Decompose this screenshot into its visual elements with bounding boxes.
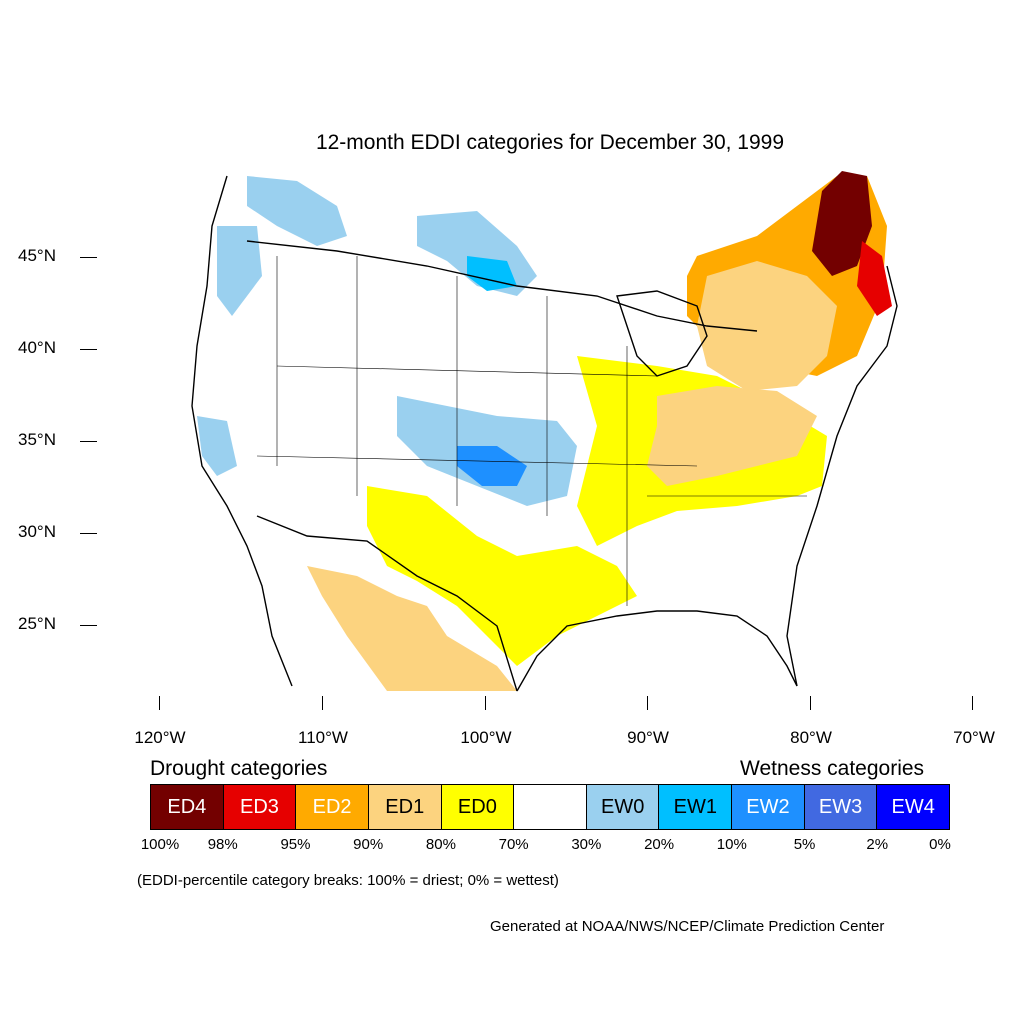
us-mexico-border bbox=[256, 515, 518, 692]
lat-tick bbox=[80, 441, 97, 442]
legend-swatch-ew2: EW2 bbox=[732, 785, 805, 829]
gulf-coastline bbox=[516, 610, 798, 692]
lon-tick bbox=[322, 696, 323, 710]
legend-swatch-ed4: ED4 bbox=[151, 785, 224, 829]
legend-break-label: 0% bbox=[929, 836, 951, 853]
legend-swatch-ew0: EW0 bbox=[586, 785, 660, 829]
legend-break-label: 5% bbox=[793, 836, 816, 853]
lat-tick bbox=[80, 533, 97, 534]
region-ew0-northwest bbox=[247, 176, 347, 246]
credit-line: Generated at NOAA/NWS/NCEP/Climate Predi… bbox=[490, 918, 885, 935]
us-canada-border bbox=[246, 240, 758, 332]
region-ew1-kansas bbox=[457, 446, 527, 486]
great-lakes-outline bbox=[616, 290, 708, 377]
legend-swatch-ed3: ED3 bbox=[223, 785, 297, 829]
region-ew0-california bbox=[197, 416, 237, 476]
map-panel bbox=[97, 166, 1004, 696]
wetness-heading: Wetness categories bbox=[740, 757, 925, 780]
legend-break-label: 20% bbox=[644, 836, 675, 853]
region-ed1-mexico bbox=[307, 566, 517, 691]
lon-label: 100°W bbox=[460, 728, 512, 747]
legend-break-label: 10% bbox=[716, 836, 747, 853]
region-ew0-washington bbox=[217, 226, 262, 316]
legend-break-label: 70% bbox=[498, 836, 529, 853]
legend-break-label: 100% bbox=[140, 836, 180, 853]
region-ew1-dakota bbox=[467, 256, 517, 291]
legend-swatch-ew1: EW1 bbox=[659, 785, 733, 829]
region-ed3-maine bbox=[857, 241, 892, 316]
region-ed4-quebec bbox=[812, 171, 872, 276]
map-title: 12-month EDDI categories for December 30… bbox=[315, 131, 785, 154]
legend-break-label: 98% bbox=[207, 836, 238, 853]
state-boundaries bbox=[256, 256, 807, 606]
legend-break-label: 80% bbox=[425, 836, 456, 853]
legend-bar: ED4 ED3 ED2 ED1 ED0 EW0 EW1 EW2 EW3 EW4 bbox=[150, 784, 950, 830]
lon-label: 90°W bbox=[627, 728, 669, 747]
lon-tick bbox=[485, 696, 486, 710]
region-ed1-ohio bbox=[647, 386, 817, 486]
lat-label: 40°N bbox=[18, 338, 56, 357]
lon-tick bbox=[810, 696, 811, 710]
region-ed0-south bbox=[367, 486, 637, 666]
lon-tick bbox=[647, 696, 648, 710]
map-boundaries bbox=[191, 175, 898, 692]
lat-tick bbox=[80, 625, 97, 626]
legend-break-label: 2% bbox=[866, 836, 889, 853]
eddi-region-fills bbox=[197, 171, 892, 691]
legend-break-label: 30% bbox=[571, 836, 602, 853]
legend-break-label: 90% bbox=[353, 836, 384, 853]
legend-swatch-ew3: EW3 bbox=[804, 785, 878, 829]
lon-label: 70°W bbox=[953, 728, 995, 747]
lon-label: 120°W bbox=[134, 728, 186, 747]
lat-tick bbox=[80, 349, 97, 350]
lon-label: 110°W bbox=[298, 728, 348, 747]
lat-label: 35°N bbox=[18, 430, 56, 449]
legend-swatch-ed1: ED1 bbox=[368, 785, 442, 829]
category-note: (EDDI-percentile category breaks: 100% =… bbox=[137, 872, 559, 889]
lat-label: 30°N bbox=[18, 522, 56, 541]
lon-tick bbox=[159, 696, 160, 710]
lon-tick bbox=[972, 696, 973, 710]
lon-label: 80°W bbox=[790, 728, 832, 747]
drought-heading: Drought categories bbox=[150, 757, 328, 780]
lat-tick bbox=[80, 257, 97, 258]
lat-label: 45°N bbox=[18, 246, 56, 265]
west-coastline bbox=[191, 175, 293, 687]
legend-swatch-ew4: EW4 bbox=[877, 785, 950, 829]
legend-break-label: 95% bbox=[280, 836, 311, 853]
legend-swatch-ed2: ED2 bbox=[296, 785, 369, 829]
region-ed1-northeast bbox=[697, 261, 837, 391]
east-coastline bbox=[786, 265, 898, 687]
lat-label: 25°N bbox=[18, 614, 56, 633]
legend-swatch-ed0: ED0 bbox=[441, 785, 515, 829]
legend-swatch-neutral bbox=[514, 785, 587, 829]
